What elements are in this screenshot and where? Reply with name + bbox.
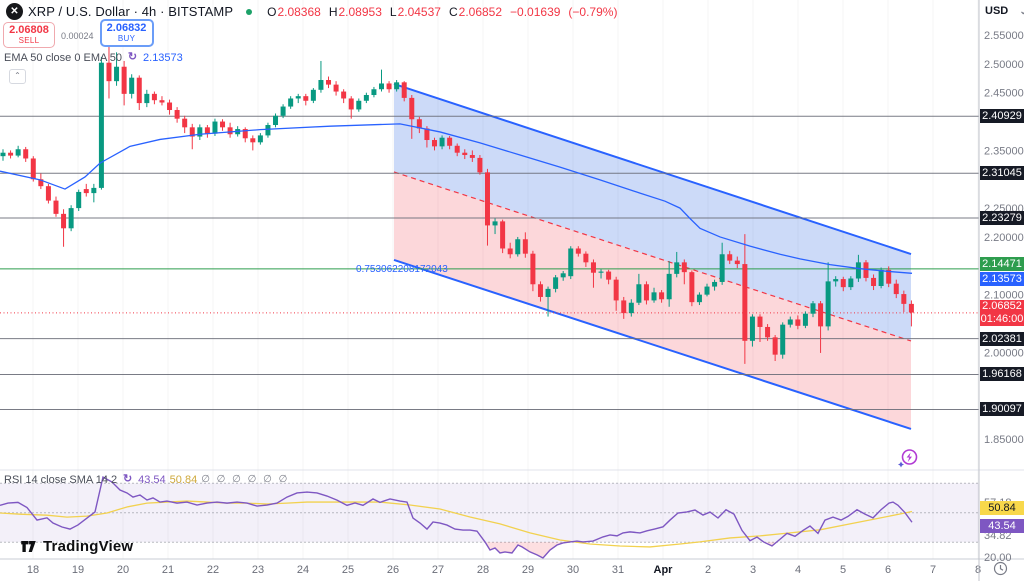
ema-legend-label: EMA 50 close 0 EMA 50 xyxy=(4,51,123,64)
rsi-indicator-legend[interactable]: RSI 14 close SMA 14 2 ↻ 43.54 50.84 ∅ ∅ … xyxy=(4,473,289,486)
time-axis-label: Apr xyxy=(654,564,674,576)
tradingview-logo-text: TradingView xyxy=(43,538,134,555)
high-value: 2.08953 xyxy=(338,4,382,19)
time-axis-label: 26 xyxy=(387,564,399,576)
currency-toggle-button[interactable]: USD ⌄ xyxy=(981,2,1024,20)
ema50-line xyxy=(0,123,913,274)
price-axis-tick: 2.45000 xyxy=(984,88,1024,100)
rsi-value: 43.54 xyxy=(138,473,166,486)
time-axis-label: 5 xyxy=(840,564,846,576)
chevron-down-icon: ⌄ xyxy=(1019,5,1024,16)
session-clock-icon[interactable] xyxy=(992,560,1009,581)
change-value: −0.01639 xyxy=(510,4,561,19)
xrp-logo-icon: ✕ xyxy=(6,3,23,20)
level-price-label: 2.23279 xyxy=(980,211,1024,226)
rsi-legend-label: RSI 14 close SMA 14 2 xyxy=(4,473,118,486)
loading-spinner-icon: ↻ xyxy=(127,51,138,63)
time-axis-label: 28 xyxy=(477,564,489,576)
current-price-label: 2.06852 01:46:00 xyxy=(980,299,1024,326)
buy-price: 2.06832 xyxy=(106,22,147,34)
low-value: 2.04537 xyxy=(397,4,441,19)
time-axis-label: 30 xyxy=(567,564,579,576)
level-price-label: 2.13573 xyxy=(980,271,1024,286)
time-axis-label: 31 xyxy=(612,564,624,576)
level-price-label: 1.96168 xyxy=(980,367,1024,382)
open-value: 2.08368 xyxy=(277,4,321,19)
rsi-axis-tick: 20.00 xyxy=(984,552,1012,564)
sell-label: SELL xyxy=(18,36,40,45)
symbol-title[interactable]: XRP / U.S. Dollar · 4h · BITSTAMP xyxy=(28,4,234,19)
time-axis[interactable] xyxy=(0,559,1024,581)
spread-value: 0.00024 xyxy=(61,31,94,41)
ema-indicator-legend[interactable]: EMA 50 close 0 EMA 50 ↻ 2.13573 xyxy=(4,51,183,64)
level-price-label: 2.02381 xyxy=(980,331,1024,346)
close-label: C xyxy=(448,4,458,19)
low-label: L xyxy=(389,4,397,19)
ohlc-values: O 2.08368 H 2.08953 L 2.04537 C 2.06852 −0.0… xyxy=(267,5,617,19)
rsi-extra-values: ∅ ∅ ∅ ∅ ∅ ∅ xyxy=(201,474,290,485)
symbol-header: ✕ XRP / U.S. Dollar · 4h · BITSTAMP O 2.0… xyxy=(6,3,617,20)
sell-button[interactable]: 2.06808 SELL xyxy=(3,22,55,48)
candles xyxy=(0,43,914,364)
time-axis-label: 27 xyxy=(432,564,444,576)
level-price-label: 1.90097 xyxy=(980,402,1024,417)
price-axis-tick: 2.55000 xyxy=(984,30,1024,42)
price-axis-tick: 1.85000 xyxy=(984,434,1024,446)
sell-price: 2.06808 xyxy=(9,24,49,36)
time-axis-label: 23 xyxy=(252,564,264,576)
market-status-icon[interactable] xyxy=(246,8,253,15)
loading-spinner-icon: ↻ xyxy=(123,473,133,485)
time-axis-label: 6 xyxy=(885,564,891,576)
high-label: H xyxy=(328,4,338,19)
rsi-line xyxy=(0,475,913,559)
time-axis-label: 4 xyxy=(795,564,801,576)
tradingview-logo-icon xyxy=(21,541,36,552)
close-value: 2.06852 xyxy=(458,4,503,19)
change-percent: (−0.79%) xyxy=(568,4,618,19)
time-axis-label: 24 xyxy=(297,564,309,576)
level-price-label: 2.31045 xyxy=(980,166,1024,181)
rsi-axis-tick: 34.82 xyxy=(984,530,1012,542)
price-axis-tick: 2.20000 xyxy=(984,232,1024,244)
rsi-value-label: 50.84 xyxy=(980,501,1024,516)
time-axis-label: 22 xyxy=(207,564,219,576)
fib-level-label: 0.753062208172043 xyxy=(356,264,448,275)
price-axis-tick: 2.10000 xyxy=(984,290,1024,302)
open-label: O xyxy=(267,4,277,19)
buy-button[interactable]: 2.06832 BUY xyxy=(99,19,154,47)
rsi-value-label: 43.54 xyxy=(980,518,1024,533)
rsi-sma-value: 50.84 xyxy=(169,473,198,486)
time-axis-label: 29 xyxy=(522,564,534,576)
buy-label: BUY xyxy=(117,34,136,43)
time-axis-label: 2 xyxy=(705,564,711,576)
currency-label: USD xyxy=(985,5,1009,17)
rsi-sma-line xyxy=(0,500,913,548)
price-axis-tick: 2.00000 xyxy=(984,347,1024,359)
tradingview-logo[interactable]: TradingView xyxy=(20,538,133,555)
level-price-label: 2.40929 xyxy=(980,109,1024,124)
time-axis-label: 19 xyxy=(72,564,84,576)
ema-value: 2.13573 xyxy=(143,51,183,64)
level-price-label: 2.14471 xyxy=(980,257,1024,272)
price-axis-tick: 2.50000 xyxy=(984,59,1024,71)
time-axis-label: 3 xyxy=(750,564,756,576)
time-axis-label: 25 xyxy=(342,564,354,576)
collapse-legend-button[interactable]: ⌃ xyxy=(9,69,26,84)
time-axis-label: 18 xyxy=(27,564,39,576)
instant-order-lightning-icon[interactable] xyxy=(896,447,920,474)
time-axis-label: 7 xyxy=(930,564,936,576)
time-axis-label: 8 xyxy=(975,564,981,576)
time-axis-label: 20 xyxy=(117,564,129,576)
time-axis-label: 21 xyxy=(162,564,174,576)
trade-panel: 2.06808 SELL 0.00024 2.06832 BUY xyxy=(3,19,154,50)
price-axis-tick: 2.35000 xyxy=(984,145,1024,157)
